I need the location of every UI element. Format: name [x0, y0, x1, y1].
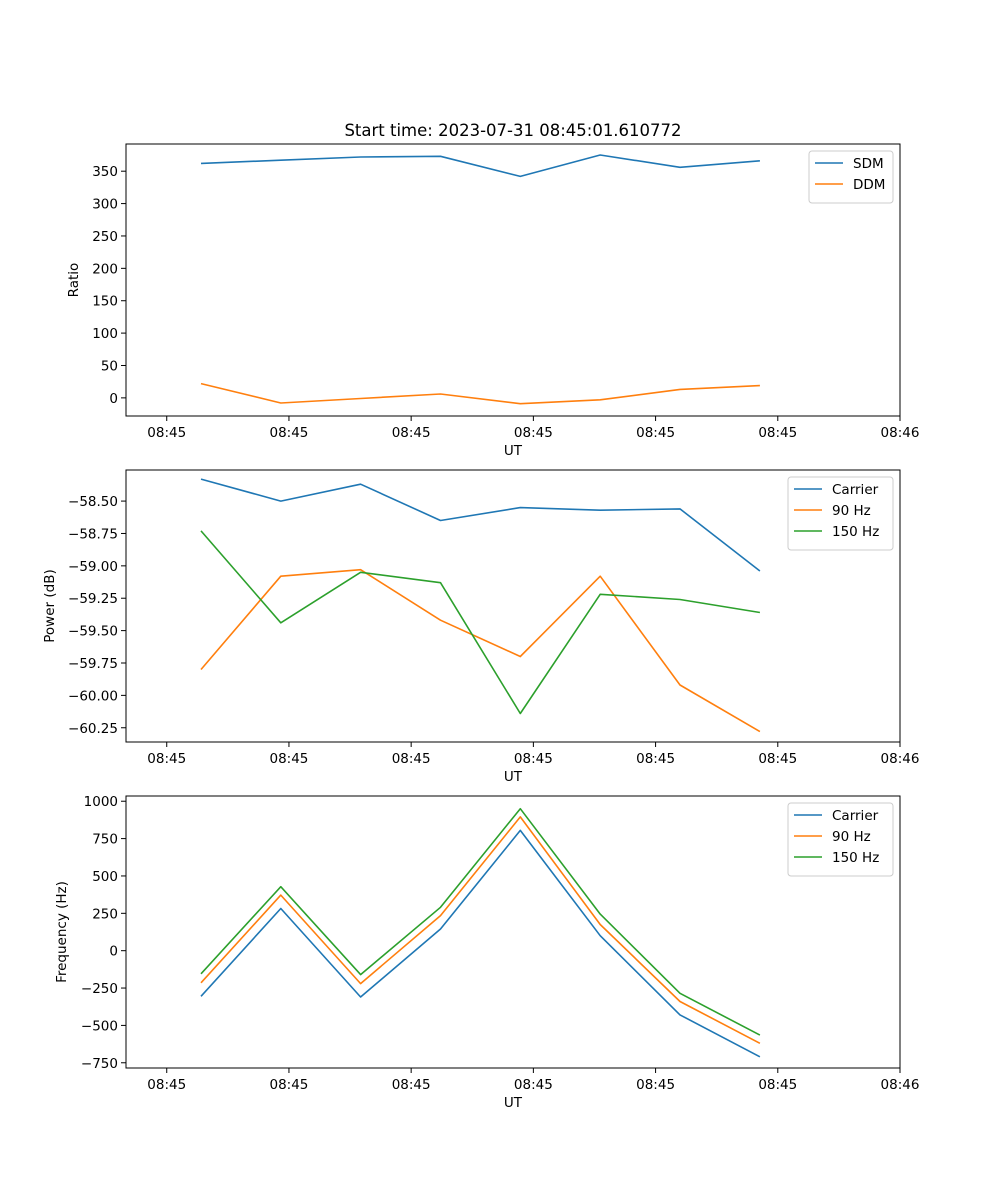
x-tick-label: 08:45	[269, 751, 308, 767]
series-line-carrier	[200, 478, 761, 572]
x-tick-label: 08:46	[881, 1077, 920, 1093]
series-line-carrier	[200, 829, 761, 1058]
x-tick-label: 08:46	[881, 751, 920, 767]
y-tick-label: 500	[92, 869, 118, 885]
y-tick-label: −59.25	[68, 591, 118, 607]
y-tick-label: 1000	[84, 794, 118, 810]
series-line-sdm	[200, 154, 760, 178]
y-axis-label: Ratio	[66, 263, 82, 298]
axes-frame	[125, 143, 901, 417]
x-tick-label: 08:45	[514, 751, 553, 767]
x-tick-label: 08:45	[514, 425, 553, 441]
x-tick-label: 08:45	[758, 1077, 797, 1093]
y-tick-label: 300	[92, 197, 118, 213]
series-line-90-hz	[200, 816, 761, 1045]
x-tick-label: 08:46	[881, 425, 920, 441]
y-axis-label: Power (dB)	[42, 569, 58, 642]
x-tick-label: 08:45	[269, 425, 308, 441]
x-tick-label: 08:45	[147, 425, 186, 441]
chart-panel-3: 08:45 08:45 08:45 08:45 08:45 08:45 08:46 1000 7…	[54, 794, 919, 1111]
x-tick-label: 08:45	[392, 751, 431, 767]
legend-label: 150 Hz	[832, 850, 879, 866]
x-tick-label: 08:45	[392, 425, 431, 441]
legend-label: Carrier	[832, 808, 879, 824]
legend: Carrier 90 Hz 150 Hz	[787, 476, 894, 551]
y-tick-label: 0	[109, 944, 118, 960]
y-tick-label: 750	[92, 832, 118, 848]
x-tick-label: 08:45	[514, 1077, 553, 1093]
series-line-150-hz	[200, 530, 761, 715]
x-tick-label: 08:45	[147, 1077, 186, 1093]
series-line-ddm	[200, 382, 760, 405]
x-axis-label: UT	[504, 1095, 523, 1111]
series-line-150-hz	[200, 807, 761, 1036]
y-tick-label: −59.75	[68, 656, 118, 672]
y-tick-label: 150	[92, 294, 118, 310]
y-tick-label: 250	[92, 229, 118, 245]
x-tick-label: 08:45	[758, 425, 797, 441]
legend-box	[808, 150, 894, 204]
x-tick-label: 08:45	[636, 1077, 675, 1093]
y-tick-label: 350	[92, 164, 118, 180]
x-axis-label: UT	[504, 443, 523, 459]
x-tick-label: 08:45	[636, 751, 675, 767]
y-tick-label: −250	[81, 981, 118, 997]
y-tick-label: −500	[81, 1018, 118, 1034]
legend-label: SDM	[853, 156, 884, 172]
x-tick-label: 08:45	[392, 1077, 431, 1093]
x-axis-label: UT	[504, 769, 523, 785]
legend-label: 150 Hz	[832, 524, 879, 540]
y-tick-label: −59.00	[68, 559, 118, 575]
y-tick-label: −59.50	[68, 624, 118, 640]
legend-label: Carrier	[832, 482, 879, 498]
legend-label: 90 Hz	[832, 829, 871, 845]
x-tick-label: 08:45	[636, 425, 675, 441]
y-tick-label: −60.00	[68, 688, 118, 704]
y-tick-label: 250	[92, 906, 118, 922]
figure-title: Start time: 2023-07-31 08:45:01.610772	[344, 121, 681, 140]
y-tick-label: −60.25	[68, 721, 118, 737]
axes-frame	[125, 795, 901, 1069]
x-tick-label: 08:45	[269, 1077, 308, 1093]
y-tick-label: 50	[101, 358, 118, 374]
legend-label: 90 Hz	[832, 503, 871, 519]
y-tick-label: 100	[92, 326, 118, 342]
legend: Carrier 90 Hz 150 Hz	[787, 802, 894, 877]
y-tick-label: −58.50	[68, 494, 118, 510]
x-tick-label: 08:45	[758, 751, 797, 767]
y-tick-label: −750	[81, 1056, 118, 1072]
series-line-90-hz	[200, 568, 761, 733]
axes-frame	[125, 469, 901, 743]
legend: SDM DDM	[808, 150, 894, 204]
y-tick-label: 0	[109, 391, 118, 407]
chart-panel-2: 08:45 08:45 08:45 08:45 08:45 08:45 08:46 −58.5…	[42, 469, 920, 785]
y-axis-label: Frequency (Hz)	[54, 881, 70, 983]
x-tick-label: 08:45	[147, 751, 186, 767]
y-tick-label: 200	[92, 261, 118, 277]
legend-label: DDM	[853, 177, 885, 193]
y-tick-label: −58.75	[68, 526, 118, 542]
chart-panel-1: 08:45 08:45 08:45 08:45 08:45 08:45 08:46 0 50 10…	[66, 143, 920, 459]
